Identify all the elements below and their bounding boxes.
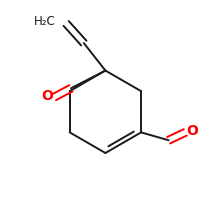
Text: O: O	[42, 89, 53, 103]
Text: O: O	[186, 124, 198, 138]
Text: H₂C: H₂C	[34, 15, 55, 28]
